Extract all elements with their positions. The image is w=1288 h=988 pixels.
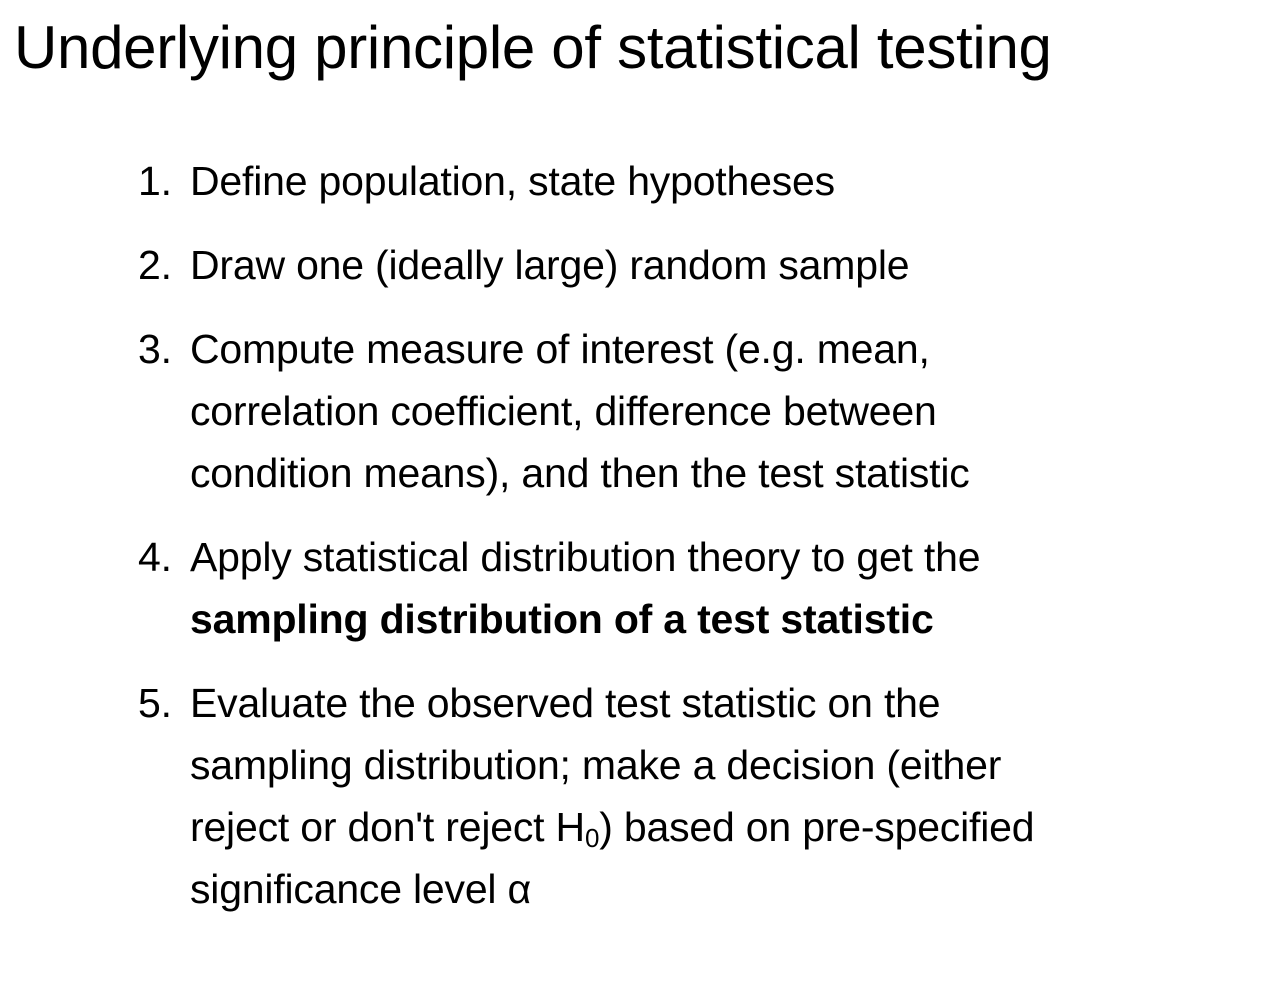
step-text-segment: ) based on pre-specified <box>599 804 1035 850</box>
step-number: 5. <box>138 680 172 726</box>
step-number: 1. <box>138 158 172 204</box>
step-item-5: 5. Evaluate the observed test statistic … <box>138 672 1258 920</box>
step-item-1: 1. Define population, state hypotheses <box>138 150 1258 212</box>
slide-title: Underlying principle of statistical test… <box>14 14 1052 81</box>
step-text-line: condition means), and then the test stat… <box>190 450 970 496</box>
step-text-line: reject or don't reject H0) based on pre-… <box>190 796 1258 858</box>
step-text-segment: reject or don't reject H <box>190 804 585 850</box>
step-number: 4. <box>138 534 172 580</box>
step-text-line: correlation coefficient, difference betw… <box>190 388 937 434</box>
step-text-line: sampling distribution; make a decision (… <box>190 742 1002 788</box>
step-text: Draw one (ideally large) random sample <box>190 242 910 288</box>
step-item-2: 2. Draw one (ideally large) random sampl… <box>138 234 1258 296</box>
steps-list: 1. Define population, state hypotheses 2… <box>138 150 1258 942</box>
null-hypothesis-subscript: 0 <box>584 823 600 853</box>
step-text-line: Evaluate the observed test statistic on … <box>190 680 941 726</box>
step-number: 3. <box>138 326 172 372</box>
step-item-4: 4. Apply statistical distribution theory… <box>138 526 1258 650</box>
step-number: 2. <box>138 242 172 288</box>
bold-key-term: sampling distribution of a test statisti… <box>190 596 934 642</box>
step-text-line: Compute measure of interest (e.g. mean, <box>190 326 930 372</box>
step-item-3: 3. Compute measure of interest (e.g. mea… <box>138 318 1258 504</box>
step-text-line: Apply statistical distribution theory to… <box>190 534 981 580</box>
step-text-line: significance level α <box>190 866 532 912</box>
step-text: Define population, state hypotheses <box>190 158 835 204</box>
